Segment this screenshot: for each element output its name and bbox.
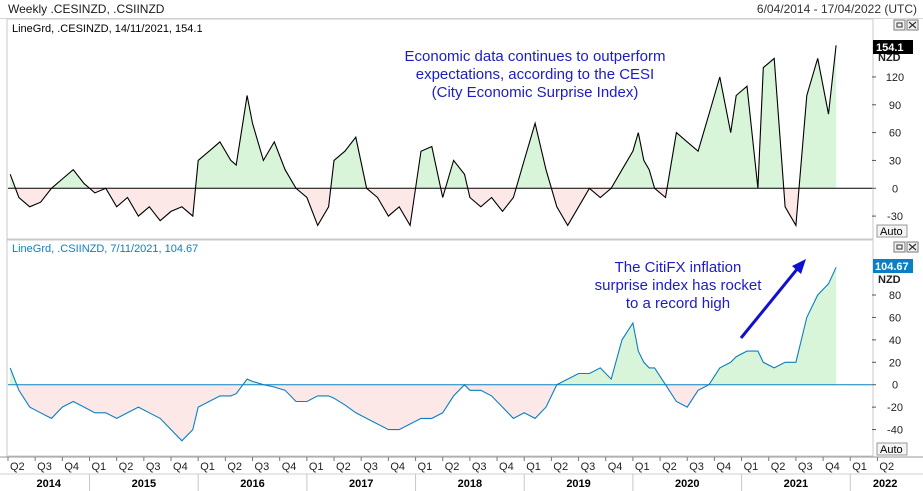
panel-2-legend: LineGrd, .CSIINZD, 7/11/2021, 104.67 [12,243,198,255]
panel-1-y-axis: -30 0 30 60 90 120 [872,72,904,223]
y-tick-label: -20 [887,402,903,414]
panel-2-negative-fill [10,384,837,441]
x-year-label: 2018 [458,478,482,490]
annotation-line: Economic data continues to outperform [405,48,666,65]
x-year-label: 2022 [873,478,897,490]
panel-1-auto-scale-button[interactable]: Auto [876,224,908,238]
x-quarter-label: Q4 [825,461,840,473]
x-quarter-label: Q2 [227,461,242,473]
panel-2-auto-label: Auto [880,444,903,456]
x-year-label: 2015 [132,478,156,490]
annotation-line: The CitiFX inflation [615,259,742,276]
x-quarter-label: Q3 [363,461,378,473]
y-tick-label: -40 [887,425,903,437]
panel-1-close-button[interactable] [906,19,919,31]
x-quarter-label: Q4 [282,461,297,473]
x-quarter-label: Q2 [879,461,894,473]
panel-1-unit: NZD [878,52,901,64]
x-quarter-label: Q2 [553,461,568,473]
x-quarter-label: Q3 [581,461,596,473]
panel-1-annotation: Economic data continues to outperformexp… [405,48,666,101]
x-quarter-label: Q1 [635,461,650,473]
annotation-line: surprise index has rocket [595,277,763,294]
title-bar: Weekly .CESINZD, .CSIINZD 6/04/2014 - 17… [0,0,923,19]
x-quarter-label: Q3 [255,461,270,473]
y-tick-label: 120 [886,72,904,84]
panel-1-legend: LineGrd, .CESINZD, 14/11/2021, 154.1 [12,23,203,35]
y-tick-label: 40 [889,335,901,347]
y-tick-label: 30 [889,155,901,167]
x-quarter-label: Q4 [499,461,514,473]
panel-1-last-value-badge: 154.1 [873,40,913,54]
x-year-label: 2016 [240,478,264,490]
panel-2-unit: NZD [878,274,901,286]
y-tick-label: 60 [889,128,901,140]
x-quarter-label: Q1 [852,461,867,473]
x-quarter-label: Q3 [472,461,487,473]
x-axis: Q2 Q3 Q4 Q1 Q2 Q3 Q4 Q1 Q2 Q3 Q4 Q1 Q2 Q3 Q4 Q1 Q2 Q3 Q4 Q1… [0,456,923,491]
panel-1-positive-fill [10,45,837,189]
x-quarter-label: Q1 [309,461,324,473]
x-quarter-label: Q2 [445,461,460,473]
annotation-line: (City Economic Surprise Index) [432,84,639,101]
x-quarter-label: Q4 [173,461,188,473]
panel-2-auto-scale-button[interactable]: Auto [876,442,908,456]
panel-2-close-button[interactable] [906,241,919,253]
panel-2-last-value: 104.67 [875,261,909,273]
panel-2-restore-button[interactable] [893,241,906,253]
x-quarter-label: Q2 [119,461,134,473]
panel-1-auto-label: Auto [880,226,903,238]
y-tick-label: 0 [892,380,898,392]
panel-2-area-fill [10,267,837,441]
y-tick-label: -30 [887,211,903,223]
y-tick-label: 20 [889,357,901,369]
x-quarter-label: Q4 [716,461,731,473]
x-quarter-label: Q3 [37,461,52,473]
date-range: 6/04/2014 - 17/04/2022 (UTC) [756,2,917,16]
x-year-label: 2014 [37,478,62,490]
panel-1-series-line [9,45,837,228]
x-quarter-label: Q3 [146,461,161,473]
cesi-line [9,45,837,228]
panel-2-series-line [9,267,837,442]
x-quarter-label: Q1 [200,461,215,473]
x-year-label: 2019 [566,478,590,490]
arrow-annotation [739,259,806,339]
chart-window-title: Weekly .CESINZD, .CSIINZD [8,2,165,16]
panel-1-restore-button[interactable] [893,19,906,31]
panel-2-y-axis: -40 -20 0 20 40 60 80 [872,290,903,437]
panel-1-negative-fill [10,188,837,226]
annotation-line: expectations, according to the CESI [416,66,654,83]
x-year-label: 2021 [784,478,808,490]
y-tick-label: 60 [889,312,901,324]
panel-1-last-value: 154.1 [876,42,904,54]
panel-1-area-fill [10,45,837,226]
x-quarter-label: Q2 [10,461,25,473]
y-tick-label: 90 [889,100,901,112]
x-quarter-label: Q4 [390,461,405,473]
annotation-line: to a record high [626,295,730,312]
x-quarter-label: Q1 [92,461,107,473]
x-quarter-label: Q4 [608,461,623,473]
x-quarter-label: Q4 [64,461,79,473]
x-quarter-label: Q2 [662,461,677,473]
x-quarter-label: Q3 [689,461,704,473]
x-quarter-label: Q1 [526,461,541,473]
panel-2-frame [6,239,874,457]
x-year-label: 2017 [349,478,373,490]
x-year-label: 2020 [675,478,699,490]
x-quarter-label: Q3 [798,461,813,473]
csi-line [9,267,837,442]
x-quarter-label: Q1 [744,461,759,473]
x-quarter-label: Q1 [418,461,433,473]
x-quarter-label: Q2 [336,461,351,473]
y-tick-label: 0 [892,183,898,195]
panel-2-positive-fill [10,267,837,385]
x-quarter-label: Q2 [771,461,786,473]
panel-2-last-value-badge: 104.67 [873,259,913,273]
y-tick-label: 80 [889,290,901,302]
